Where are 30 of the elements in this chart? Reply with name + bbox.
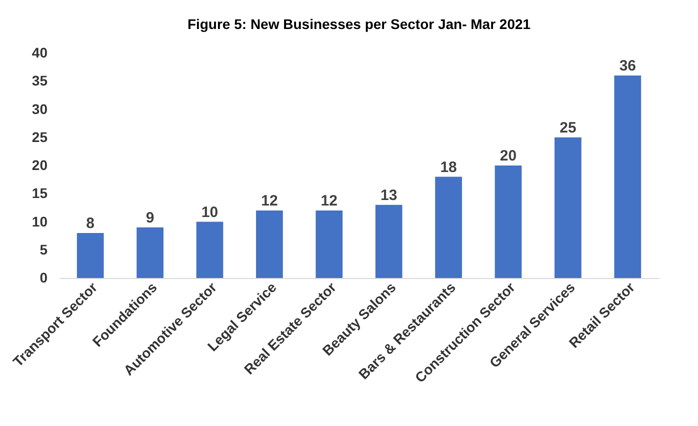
y-tick-label: 25 bbox=[32, 128, 48, 145]
y-tick-label: 30 bbox=[32, 100, 48, 117]
bar bbox=[554, 137, 582, 278]
data-label: 25 bbox=[560, 119, 576, 136]
bar bbox=[614, 76, 642, 278]
data-label: 12 bbox=[261, 192, 278, 210]
bar bbox=[76, 233, 104, 278]
y-tick-label: 35 bbox=[32, 72, 48, 89]
data-label: 12 bbox=[320, 192, 338, 210]
y-tick-label: 0 bbox=[40, 270, 48, 286]
y-tick-label: 15 bbox=[32, 185, 48, 202]
data-label: 18 bbox=[440, 158, 457, 176]
y-tick-label: 20 bbox=[32, 157, 48, 173]
y-tick-label: 5 bbox=[40, 241, 48, 258]
data-label: 10 bbox=[201, 204, 218, 221]
data-label: 36 bbox=[619, 58, 636, 74]
bar bbox=[435, 176, 462, 278]
bar bbox=[256, 210, 283, 278]
y-tick-label: 40 bbox=[32, 44, 48, 60]
y-tick-label: 10 bbox=[32, 213, 48, 230]
bar bbox=[136, 227, 164, 278]
data-label: 20 bbox=[500, 148, 517, 164]
chart-title: Figure 5: New Businesses per Sector Jan- Mar 2021 bbox=[187, 16, 531, 32]
data-label: 13 bbox=[380, 186, 398, 204]
data-label: 8 bbox=[86, 215, 95, 232]
bar bbox=[494, 166, 522, 278]
bar bbox=[196, 222, 224, 278]
data-label: 9 bbox=[146, 209, 154, 226]
bar bbox=[375, 204, 402, 278]
bar bbox=[316, 210, 343, 278]
